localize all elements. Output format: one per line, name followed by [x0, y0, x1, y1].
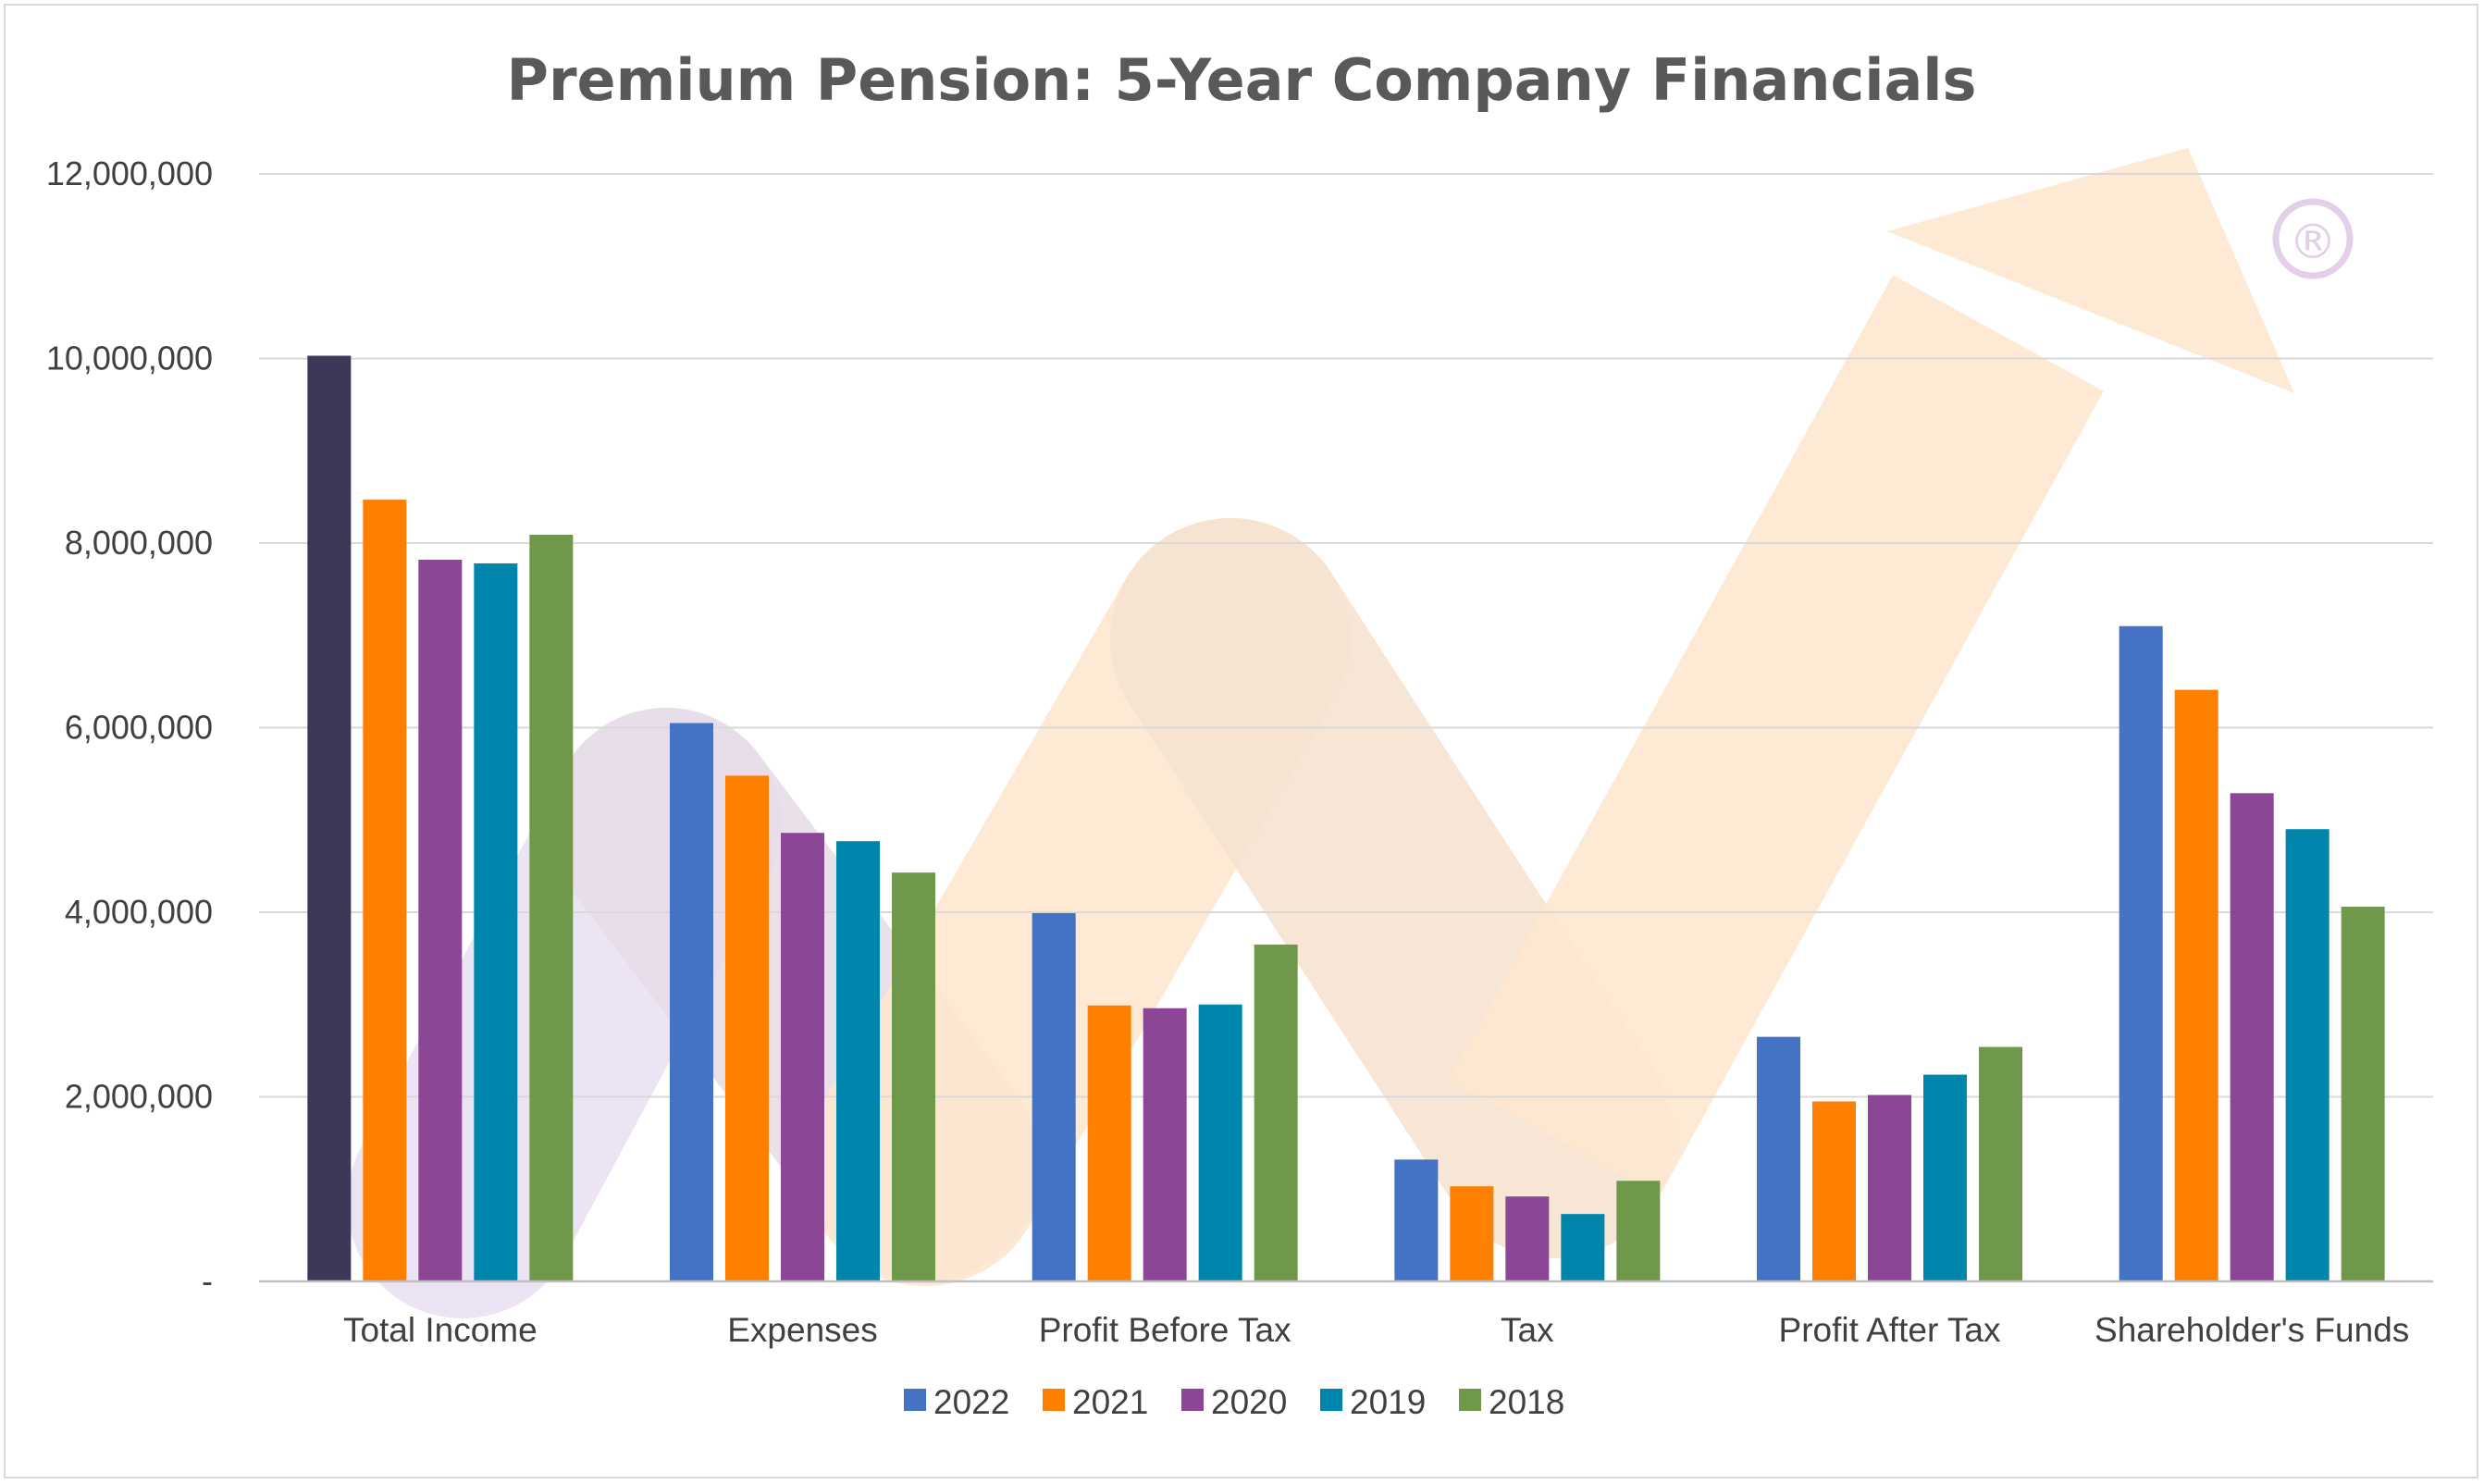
bar-2020-3 [1505, 1196, 1550, 1281]
legend: 2022 2021 2020 2019 2018 [904, 1383, 1564, 1421]
bar-2021-3 [1450, 1186, 1494, 1281]
x-axis-labels: Total Income Expenses Profit Before Tax Tax… [343, 1311, 2409, 1349]
y-tick-label: 10,000,000 [46, 340, 213, 377]
gridlines [259, 173, 2433, 1098]
legend-label-2022: 2022 [933, 1383, 1009, 1421]
legend-swatch-2019 [1320, 1389, 1342, 1411]
bar-2020-0 [418, 559, 463, 1281]
legend-label-2020: 2020 [1211, 1383, 1287, 1421]
x-tick-label: Tax [1501, 1311, 1554, 1349]
y-axis-labels: - 2,000,000 4,000,000 6,000,000 8,000,000 10,… [46, 155, 213, 1300]
bar-2019-2 [1198, 1004, 1242, 1281]
bar-2021-5 [2174, 689, 2218, 1281]
bar-2021-1 [725, 775, 769, 1281]
bar-2018-5 [2341, 907, 2385, 1281]
bar-2021-0 [363, 500, 407, 1281]
x-tick-label: Total Income [343, 1311, 538, 1349]
y-tick-label: - [202, 1262, 213, 1300]
x-tick-label: Profit After Tax [1779, 1311, 2001, 1349]
bar-2019-1 [836, 841, 880, 1281]
bar-2019-0 [474, 563, 518, 1281]
legend-swatch-2020 [1181, 1389, 1204, 1411]
legend-label-2021: 2021 [1072, 1383, 1148, 1421]
legend-label-2018: 2018 [1489, 1383, 1564, 1421]
legend-swatch-2022 [904, 1389, 926, 1411]
bar-2022-2 [1032, 912, 1076, 1281]
y-tick-label: 6,000,000 [65, 709, 213, 747]
registered-mark [2272, 198, 2354, 279]
x-tick-label: Expenses [727, 1311, 878, 1349]
bar-2019-5 [2285, 829, 2330, 1281]
bar-2020-5 [2230, 793, 2274, 1281]
y-tick-label: 4,000,000 [65, 893, 213, 931]
bar-2021-4 [1812, 1101, 1856, 1281]
bar-2018-0 [529, 535, 574, 1281]
bar-2022-1 [670, 723, 713, 1281]
x-tick-label: Profit Before Tax [1039, 1311, 1291, 1349]
bar-2018-2 [1254, 944, 1298, 1281]
bar-2022-3 [1394, 1159, 1439, 1281]
bar-2022-4 [1757, 1036, 1800, 1281]
y-tick-label: 12,000,000 [46, 155, 213, 192]
legend-label-2019: 2019 [1350, 1383, 1426, 1421]
bar-2022-0 [307, 355, 352, 1281]
legend-swatch-2021 [1043, 1389, 1065, 1411]
y-tick-label: 2,000,000 [65, 1078, 213, 1116]
bar-2021-2 [1087, 1005, 1131, 1281]
bar-2022-5 [2119, 625, 2163, 1281]
x-tick-label: Shareholder's Funds [2095, 1311, 2409, 1349]
bar-2020-4 [1868, 1094, 1911, 1281]
bar-2020-1 [781, 833, 824, 1281]
bars [307, 355, 2385, 1281]
bar-2018-1 [892, 872, 935, 1281]
bar-2019-4 [1923, 1074, 1967, 1281]
bar-2018-4 [1979, 1046, 2022, 1281]
bar-2019-3 [1561, 1214, 1605, 1281]
bar-2020-2 [1143, 1008, 1187, 1281]
bar-2018-3 [1616, 1181, 1661, 1281]
chart-title: Premium Pension: 5-Year Company Financia… [507, 46, 1977, 114]
svg-text:®: ® [2289, 215, 2337, 270]
y-tick-label: 8,000,000 [65, 524, 213, 562]
legend-swatch-2018 [1459, 1389, 1481, 1411]
